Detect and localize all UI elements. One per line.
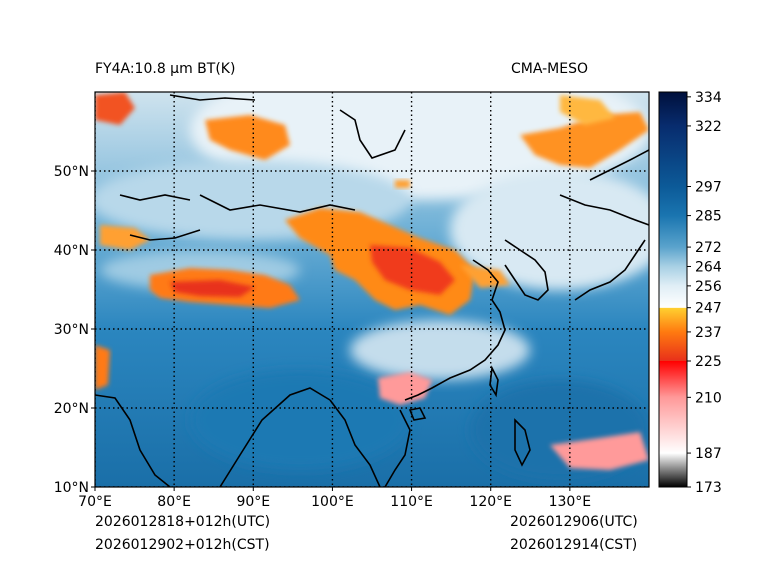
cloud-west-edge xyxy=(95,345,110,390)
coastline-hainan xyxy=(408,407,427,421)
plot-title-left: FY4A:10.8 μm BT(K) xyxy=(95,61,236,77)
tick-label-lat-10: 10°N xyxy=(54,480,89,496)
cloud-south-china xyxy=(378,372,432,405)
cloud-small-1 xyxy=(395,180,410,188)
colorbar-tick-label-187: 187 xyxy=(695,446,722,462)
colorbar-tick-label-225: 225 xyxy=(695,354,722,370)
cloud-west-corner xyxy=(95,92,135,125)
colorbar-tick-label-237: 237 xyxy=(695,325,722,341)
tick-label-lon-90: 90°E xyxy=(236,494,270,510)
tick-label-lat-20: 20°N xyxy=(54,401,89,417)
coastline-north xyxy=(169,94,256,101)
plot-title-right: CMA-MESO xyxy=(511,61,589,77)
colorbar-ticks: 334 322 297 285 272 264 256 247 237 225 210 187 173 xyxy=(687,90,722,496)
colorbar-tick-label-322: 322 xyxy=(695,119,722,135)
tick-label-lon-70: 70°E xyxy=(78,494,112,510)
brightness-temperature-field xyxy=(95,92,649,487)
cloud-northeast xyxy=(520,112,649,168)
tick-label-lon-110: 110°E xyxy=(390,494,433,510)
coastline-russia-east xyxy=(559,194,649,226)
south-china-cloud-region xyxy=(350,320,530,380)
colorbar-tick-label-210: 210 xyxy=(695,390,722,406)
colorbar: 334 322 297 285 272 264 256 247 237 225 210 187 173 xyxy=(658,90,722,496)
northeast-cold-region xyxy=(450,170,649,290)
tick-label-lon-130: 130°E xyxy=(549,494,592,510)
border-west xyxy=(129,229,201,241)
coastline-vietnam xyxy=(384,409,411,487)
colorbar-tick-label-297: 297 xyxy=(695,180,722,196)
init-time-cst: 2026012902+012h(CST) xyxy=(95,537,270,553)
cloud-pacific-south xyxy=(550,432,649,470)
tick-label-lat-50: 50°N xyxy=(54,164,89,180)
valid-time-utc: 2026012906(UTC) xyxy=(510,514,638,530)
coastline-taiwan xyxy=(489,365,499,398)
coastlines xyxy=(95,94,649,487)
colorbar-frame xyxy=(658,91,688,488)
tick-label-lat-40: 40°N xyxy=(54,243,89,259)
graticule xyxy=(95,92,649,487)
coastline-japan xyxy=(574,239,646,301)
longitude-axis: 70°E 80°E 90°E 100°E 110°E 120°E 130°E xyxy=(78,487,591,510)
colorbar-gradient xyxy=(659,92,687,487)
tick-label-lon-120: 120°E xyxy=(469,494,512,510)
tick-label-lon-100: 100°E xyxy=(311,494,354,510)
border-kazakh xyxy=(119,194,191,201)
colorbar-tick-label-334: 334 xyxy=(695,90,722,106)
coastline-india xyxy=(95,394,171,487)
colorbar-tick-label-272: 272 xyxy=(695,240,722,256)
coastline-indochina xyxy=(329,399,381,487)
cloud-north-siberia xyxy=(205,115,290,160)
coastline-philippines xyxy=(514,418,531,467)
colorbar-tick-label-264: 264 xyxy=(695,259,722,275)
colorbar-tick-label-247: 247 xyxy=(695,301,722,317)
border-mongolia xyxy=(199,194,356,213)
lake-baikal xyxy=(339,109,406,159)
init-time-utc: 2026012818+012h(UTC) xyxy=(95,514,271,530)
cloud-central-core xyxy=(370,245,455,295)
cloud-east-sea xyxy=(560,95,615,125)
latitude-axis: 10°N 20°N 30°N 40°N 50°N xyxy=(54,164,95,496)
coastline-sea-okhotsk xyxy=(589,149,649,181)
colorbar-tick-label-173: 173 xyxy=(695,480,722,496)
tick-label-lon-80: 80°E xyxy=(157,494,191,510)
coastline-china-east xyxy=(404,259,506,401)
valid-time-cst: 2026012914(CST) xyxy=(510,537,638,553)
tick-label-lat-30: 30°N xyxy=(54,322,89,338)
colorbar-tick-label-256: 256 xyxy=(695,279,722,295)
colorbar-tick-label-285: 285 xyxy=(695,209,722,225)
map-frame xyxy=(94,91,650,488)
cloud-northwest-strip xyxy=(100,225,150,250)
indian-warm-region xyxy=(190,370,410,470)
cloud-tibet-core xyxy=(170,280,255,297)
coastline-korea xyxy=(504,239,549,301)
